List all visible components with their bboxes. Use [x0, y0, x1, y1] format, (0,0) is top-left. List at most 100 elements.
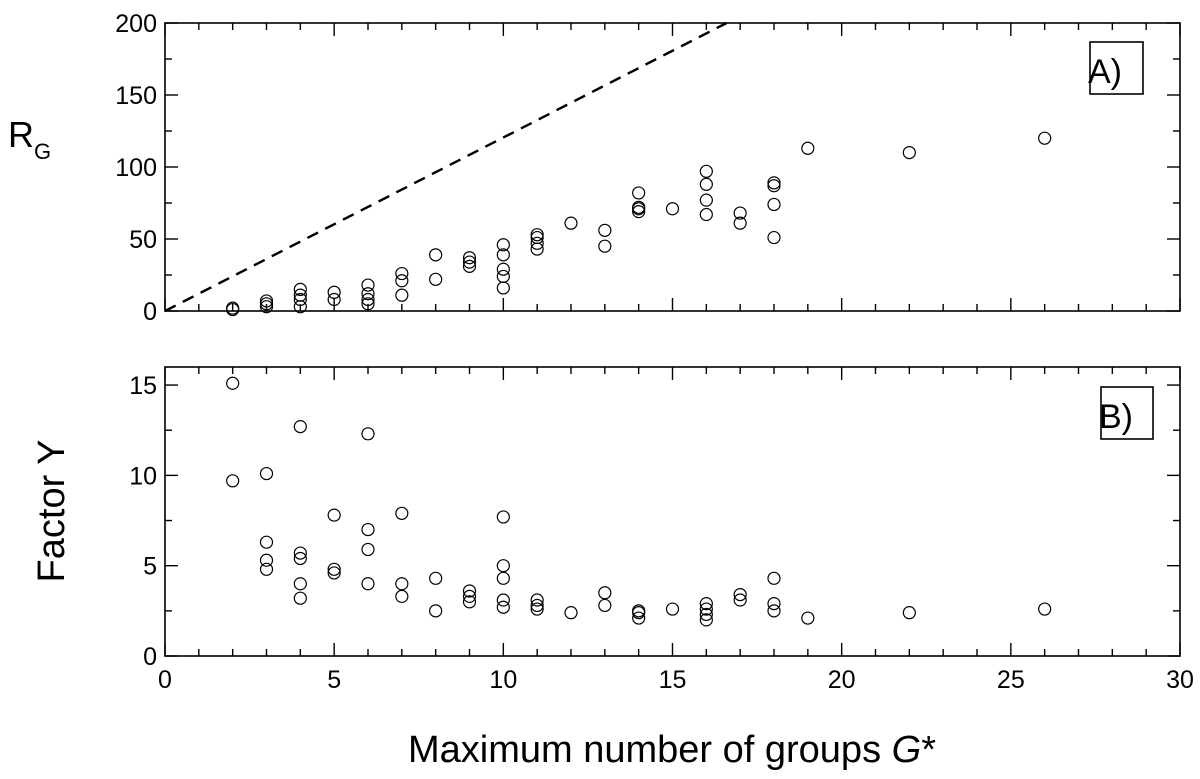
- data-point: [902, 606, 916, 620]
- data-point: [1038, 131, 1052, 145]
- panel-b-ticks: [164, 367, 1181, 657]
- data-point: [361, 522, 375, 537]
- data-point: [327, 566, 341, 580]
- data-point: [733, 216, 747, 230]
- data-point: [699, 193, 713, 207]
- panel-a-label-box: [1089, 41, 1144, 95]
- data-point: [462, 251, 477, 265]
- data-point: [496, 600, 510, 614]
- data-point: [259, 466, 274, 481]
- data-point: [801, 611, 815, 625]
- data-point: [361, 297, 375, 311]
- y-tick-label: 5: [143, 553, 157, 581]
- data-point: [259, 535, 274, 549]
- x-tick-label: 30: [1166, 666, 1194, 694]
- data-point: [429, 248, 443, 262]
- data-point: [530, 230, 544, 245]
- data-point: [530, 598, 544, 613]
- data-point: [259, 562, 274, 576]
- panel-a-y-axis-label-main: R: [8, 114, 34, 155]
- x-axis-tick-labels: 0 5 10 15 20 25 30: [158, 666, 1194, 694]
- data-point: [699, 177, 713, 191]
- data-point: [395, 577, 409, 591]
- data-point: [293, 577, 307, 591]
- x-axis-label-italic: G: [892, 729, 922, 771]
- y-tick-label: 50: [129, 226, 157, 254]
- data-point: [361, 278, 375, 292]
- data-point: [1038, 602, 1052, 616]
- data-point: [801, 141, 815, 155]
- data-point: [361, 287, 375, 301]
- x-tick-label: 0: [158, 666, 172, 694]
- data-point: [564, 606, 578, 620]
- data-point: [226, 301, 240, 315]
- data-point: [429, 604, 443, 618]
- data-point: [395, 274, 409, 288]
- data-point: [767, 597, 781, 611]
- data-point: [496, 510, 510, 524]
- data-point: [496, 281, 510, 295]
- panel-a-label: A): [1088, 53, 1122, 91]
- data-point: [699, 597, 713, 611]
- data-point: [226, 376, 240, 390]
- data-point: [665, 602, 680, 616]
- data-point: [395, 589, 409, 603]
- data-point: [293, 546, 307, 560]
- data-point: [902, 146, 916, 160]
- data-point: [462, 255, 477, 269]
- data-point: [327, 562, 341, 576]
- data-point: [462, 584, 477, 598]
- data-point: [327, 292, 341, 307]
- data-point: [429, 571, 443, 585]
- data-point: [496, 593, 510, 607]
- data-point: [496, 238, 510, 252]
- data-point: [327, 285, 341, 299]
- data-point: [767, 571, 781, 585]
- x-tick-label: 25: [997, 666, 1025, 694]
- data-point: [293, 551, 307, 566]
- panel-b-points: [226, 376, 1052, 627]
- data-point: [259, 300, 274, 314]
- data-point: [496, 248, 510, 262]
- data-point: [327, 508, 341, 522]
- panel-b-label-box: [1100, 386, 1154, 440]
- data-point: [598, 598, 612, 613]
- data-point: [767, 230, 781, 245]
- panel-a-points: [226, 131, 1052, 317]
- data-point: [733, 593, 747, 607]
- data-point: [259, 297, 274, 311]
- panel-b-y-tick-labels: 0 5 10 15: [129, 372, 157, 671]
- y-tick-label: 0: [143, 298, 157, 326]
- data-point: [293, 591, 307, 605]
- x-axis-label-main: Maximum number of groups: [408, 729, 892, 771]
- data-point: [733, 206, 747, 220]
- data-point: [361, 542, 375, 557]
- data-point: [598, 223, 612, 237]
- data-point: [530, 602, 544, 616]
- y-tick-label: 0: [143, 643, 157, 671]
- x-axis-label: Maximum number of groups G*: [408, 729, 936, 771]
- data-point: [733, 587, 747, 602]
- data-point: [361, 577, 375, 591]
- panel-b: 0 5 10 15 B) Factor Y: [31, 366, 1181, 671]
- data-point: [462, 595, 477, 609]
- y-tick-label: 100: [115, 154, 157, 182]
- panel-b-frame: [164, 366, 1181, 657]
- data-point: [632, 205, 646, 219]
- x-tick-label: 10: [489, 666, 517, 694]
- data-point: [767, 176, 781, 190]
- y-tick-label: 10: [129, 462, 157, 490]
- panel-a-ticks: [164, 22, 1181, 312]
- data-point: [699, 602, 713, 616]
- data-point: [496, 269, 510, 284]
- data-point: [429, 272, 443, 286]
- data-point: [632, 611, 646, 625]
- panel-a-frame: [164, 22, 1181, 312]
- data-point: [632, 200, 646, 214]
- data-point: [665, 202, 680, 216]
- y-tick-label: 200: [115, 10, 157, 38]
- data-point: [395, 266, 409, 281]
- data-point: [496, 571, 510, 585]
- data-point: [361, 292, 375, 307]
